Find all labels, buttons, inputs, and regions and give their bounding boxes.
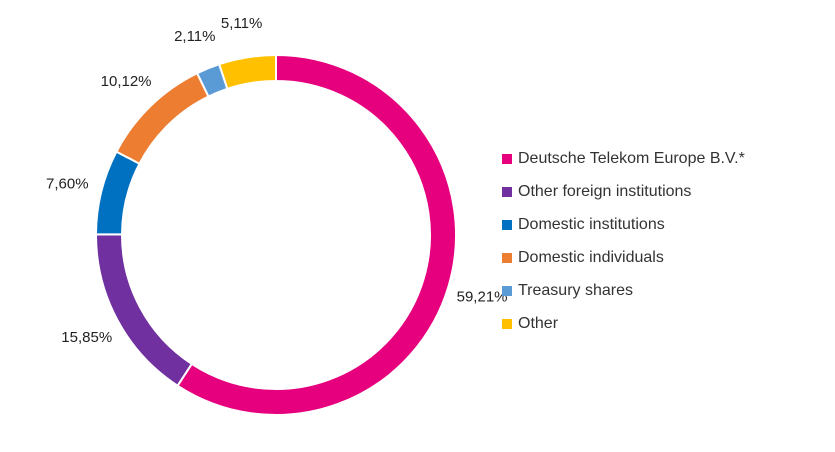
legend-swatch [502, 219, 512, 230]
legend-label: Domestic institutions [518, 215, 665, 233]
legend-label: Other foreign institutions [518, 182, 692, 200]
legend-item: Deutsche Telekom Europe B.V.* [502, 142, 745, 175]
donut-slice [94, 150, 141, 236]
legend-swatch [502, 285, 512, 296]
legend-item: Other foreign institutions [502, 175, 745, 208]
data-label: 10,12% [101, 73, 152, 90]
legend-swatch [502, 186, 512, 197]
legend-swatch [502, 318, 512, 329]
donut-slice [176, 53, 457, 416]
legend-label: Treasury shares [518, 281, 633, 299]
legend-swatch [502, 153, 512, 164]
legend-item: Domestic institutions [502, 208, 745, 241]
data-labels: 59,21% 15,85% 7,60% 10,12% 2,11% 5,11% [46, 15, 507, 346]
data-label: 2,11% [174, 28, 215, 45]
data-label: 59,21% [457, 288, 508, 305]
legend-item: Treasury shares [502, 274, 745, 307]
data-label: 7,60% [46, 175, 89, 192]
legend-item: Other [502, 307, 745, 340]
legend: Deutsche Telekom Europe B.V.* Other fore… [502, 142, 745, 340]
donut-slice [217, 53, 277, 91]
legend-item: Domestic individuals [502, 241, 745, 274]
legend-label: Other [518, 314, 559, 332]
donut-slices [94, 53, 457, 416]
legend-swatch [502, 252, 512, 263]
data-label: 5,11% [221, 15, 262, 32]
legend-label: Domestic individuals [518, 248, 664, 266]
legend-label: Deutsche Telekom Europe B.V.* [518, 149, 745, 167]
donut-slice [95, 233, 194, 388]
data-label: 15,85% [61, 329, 112, 346]
